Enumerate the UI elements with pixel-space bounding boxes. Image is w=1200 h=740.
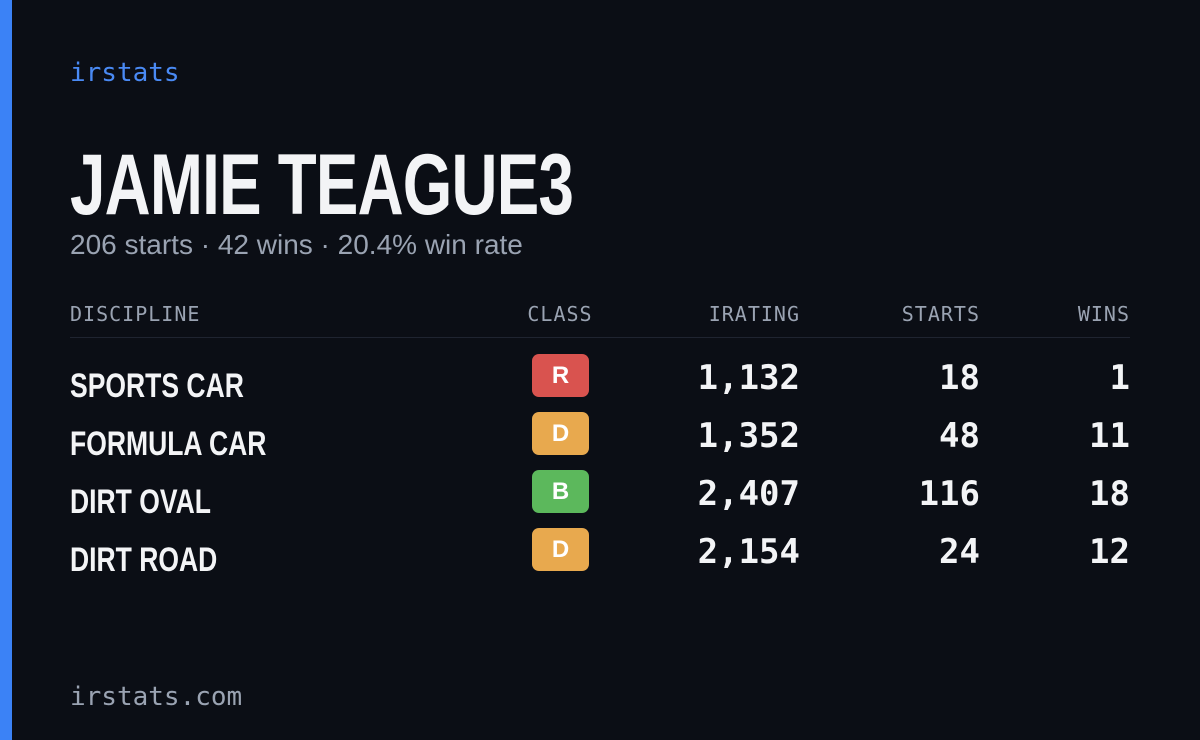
discipline-name: DIRT ROAD — [70, 541, 218, 579]
class-badge: D — [532, 412, 589, 455]
wins-value: 18 — [1089, 474, 1130, 514]
irating-value: 1,132 — [697, 358, 800, 398]
irating-value: 1,352 — [697, 416, 800, 456]
irating-value: 2,154 — [697, 532, 800, 572]
class-badge: B — [532, 470, 589, 513]
column-header: DISCIPLINE — [70, 302, 201, 326]
starts-value: 24 — [939, 532, 980, 572]
brand: irstats — [70, 58, 180, 88]
wins-value: 1 — [1109, 358, 1130, 398]
column-header: WINS — [1077, 302, 1130, 326]
discipline-name: FORMULA CAR — [70, 425, 267, 463]
wins-value: 12 — [1089, 532, 1130, 572]
starts-value: 116 — [918, 474, 980, 514]
irating-value: 2,407 — [697, 474, 800, 514]
footer: irstats.com — [70, 682, 243, 712]
starts-value: 18 — [939, 358, 980, 398]
class-badge: D — [532, 528, 589, 571]
wins-value: 11 — [1089, 416, 1130, 456]
discipline-name: DIRT OVAL — [70, 483, 211, 521]
header-rule — [70, 337, 1130, 338]
starts-value: 48 — [939, 416, 980, 456]
driver-name: JAMIE TEAGUE3 — [70, 137, 574, 233]
column-header: IRATING — [708, 302, 800, 326]
class-badge: R — [532, 354, 589, 397]
discipline-name: SPORTS CAR — [70, 367, 244, 405]
summary: 206 starts · 42 wins · 20.4% win rate — [70, 229, 523, 260]
column-header: CLASS — [527, 302, 593, 326]
accent-bar — [0, 0, 12, 740]
column-header: STARTS — [901, 302, 980, 326]
